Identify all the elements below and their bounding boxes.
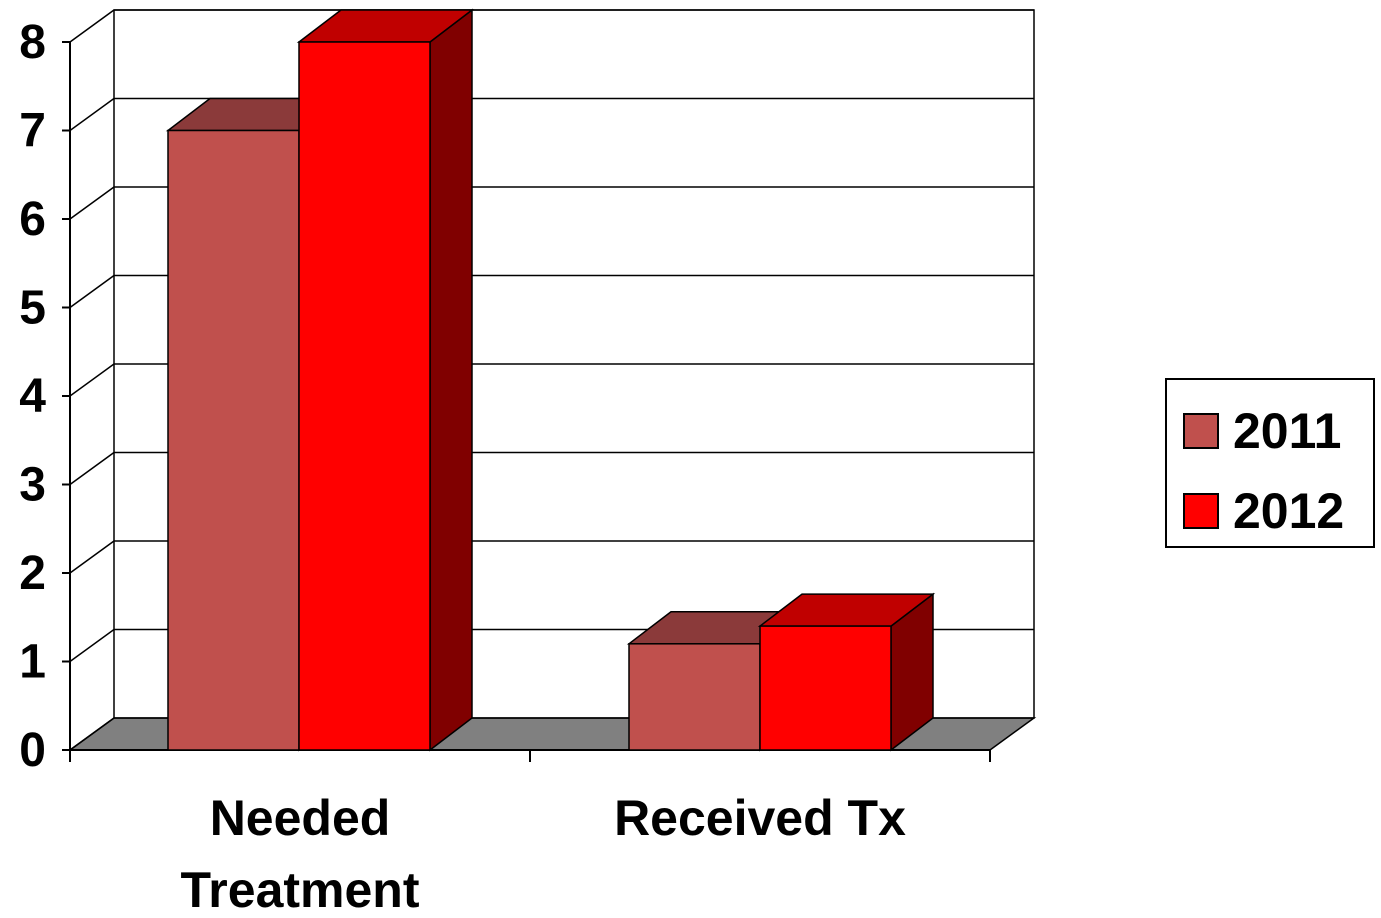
side-wall-gridline	[69, 717, 115, 751]
legend-item-2011: 2011	[1183, 406, 1341, 456]
bar-2011-0	[167, 129, 300, 751]
y-tick-label: 5	[19, 282, 46, 335]
y-tick-label: 2	[19, 547, 46, 600]
y-tick-label: 3	[19, 459, 46, 512]
legend-swatch-2012	[1183, 493, 1219, 529]
side-wall-gridline	[69, 540, 115, 574]
side-wall-gridline	[69, 9, 115, 43]
y-tick-label: 4	[19, 370, 46, 423]
legend-item-2012: 2012	[1183, 486, 1344, 536]
bar-2012-0	[298, 41, 431, 751]
x-category-label: Needed	[210, 790, 391, 846]
x-category-label: Received Tx	[614, 790, 906, 846]
y-tick-label: 6	[19, 193, 46, 246]
side-wall-gridline	[69, 363, 115, 397]
legend: 2011 2012	[1165, 378, 1375, 548]
y-tick-label: 0	[19, 724, 46, 777]
legend-label-2011: 2011	[1233, 403, 1342, 459]
bar-2012-1	[759, 625, 892, 751]
y-tick-label: 7	[19, 105, 46, 158]
x-category-label: Treatment	[181, 862, 420, 913]
side-wall-gridline	[69, 628, 115, 663]
bar-2011-1	[628, 643, 761, 751]
side-wall-gridline	[69, 451, 115, 486]
side-wall-gridline	[69, 97, 115, 132]
legend-label-2012: 2012	[1233, 483, 1345, 539]
legend-swatch-2011	[1183, 413, 1219, 449]
y-tick-label: 1	[19, 636, 46, 689]
y-tick-label: 8	[19, 16, 46, 69]
bar-side-2012-0	[429, 8, 473, 752]
side-wall-gridline	[69, 274, 115, 309]
side-wall-gridline	[69, 186, 115, 220]
